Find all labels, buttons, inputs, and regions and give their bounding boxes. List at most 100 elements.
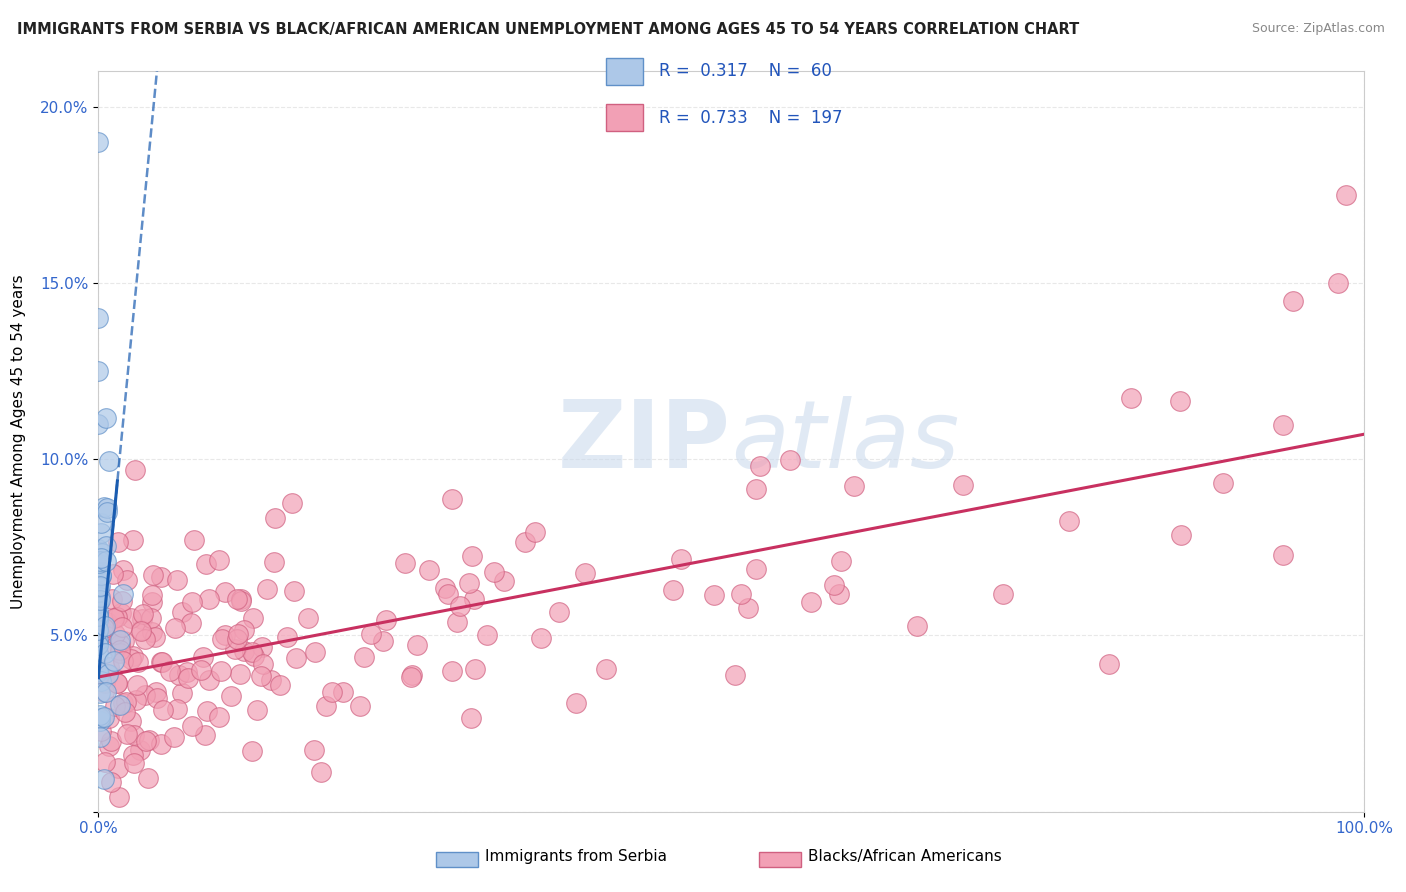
Point (360, 627, 382, 641)
Point (114, 695, 136, 709)
Point (166, 573, 188, 587)
Point (1272, 417, 1295, 432)
Point (229, 594, 252, 608)
Point (93, 685, 115, 699)
Point (446, 615, 468, 630)
Bar (606, 104, 643, 131)
Point (441, 664, 464, 678)
Point (461, 549, 484, 564)
Point (122, 747, 145, 762)
Point (89, 707, 111, 722)
Point (437, 587, 460, 601)
Point (548, 605, 571, 619)
Point (800, 595, 823, 609)
Point (991, 587, 1014, 601)
Point (110, 593, 132, 607)
Point (93, 500, 115, 514)
Point (595, 662, 617, 676)
Point (120, 652, 142, 666)
Point (105, 676, 128, 690)
Point (152, 655, 174, 669)
Point (745, 562, 768, 576)
Point (87, 646, 110, 660)
Point (458, 575, 481, 590)
Point (87, 542, 110, 557)
Point (111, 620, 134, 634)
Point (163, 731, 186, 745)
Point (1334, 187, 1357, 202)
Point (87, 417, 110, 431)
Point (703, 588, 725, 602)
Point (129, 624, 152, 638)
Point (1271, 548, 1294, 562)
Point (93, 772, 115, 787)
Point (87, 665, 110, 679)
Point (107, 534, 129, 549)
Point (475, 628, 498, 642)
Point (181, 595, 204, 609)
Point (87, 585, 110, 599)
Point (166, 701, 188, 715)
Text: ZIP: ZIP (558, 395, 731, 488)
Point (779, 453, 801, 467)
Bar (606, 58, 643, 85)
Point (574, 566, 596, 580)
Point (401, 667, 423, 681)
Point (433, 581, 456, 595)
Point (112, 634, 135, 648)
Point (828, 587, 851, 601)
Point (103, 698, 125, 713)
Point (125, 693, 148, 707)
Point (141, 625, 163, 640)
Point (724, 667, 747, 681)
Point (170, 686, 193, 700)
Point (260, 673, 283, 687)
Point (87, 556, 110, 570)
Point (87, 595, 110, 609)
Point (108, 646, 131, 660)
Point (87, 632, 110, 647)
Point (94, 554, 117, 568)
Point (149, 570, 172, 584)
Point (100, 734, 122, 748)
Point (394, 556, 416, 570)
Point (89, 579, 111, 593)
Point (105, 609, 128, 624)
Point (108, 633, 131, 648)
Point (297, 611, 319, 625)
Point (823, 577, 845, 591)
Point (135, 733, 157, 747)
Point (111, 696, 134, 710)
Point (167, 668, 190, 682)
Point (180, 719, 202, 733)
Point (117, 573, 139, 587)
Point (110, 698, 132, 712)
Text: Blacks/African Americans: Blacks/African Americans (808, 849, 1002, 863)
Point (214, 628, 236, 642)
Point (159, 664, 181, 678)
Point (149, 655, 172, 669)
Point (145, 685, 167, 699)
Point (87, 558, 110, 572)
Point (399, 669, 422, 683)
Point (194, 557, 217, 571)
Point (219, 689, 242, 703)
Point (103, 567, 125, 582)
Point (1057, 514, 1080, 528)
Point (94, 685, 117, 699)
Point (89, 590, 111, 604)
Point (240, 645, 263, 659)
Point (492, 574, 515, 588)
Point (225, 632, 247, 646)
Point (149, 737, 172, 751)
Text: Source: ZipAtlas.com: Source: ZipAtlas.com (1251, 22, 1385, 36)
Point (523, 525, 546, 540)
Point (233, 623, 256, 637)
Point (96, 615, 118, 630)
Point (264, 511, 287, 525)
Text: R =  0.733    N =  197: R = 0.733 N = 197 (658, 109, 842, 127)
Point (87, 604, 110, 618)
Point (87, 609, 110, 624)
Point (224, 642, 246, 657)
Point (513, 535, 536, 549)
